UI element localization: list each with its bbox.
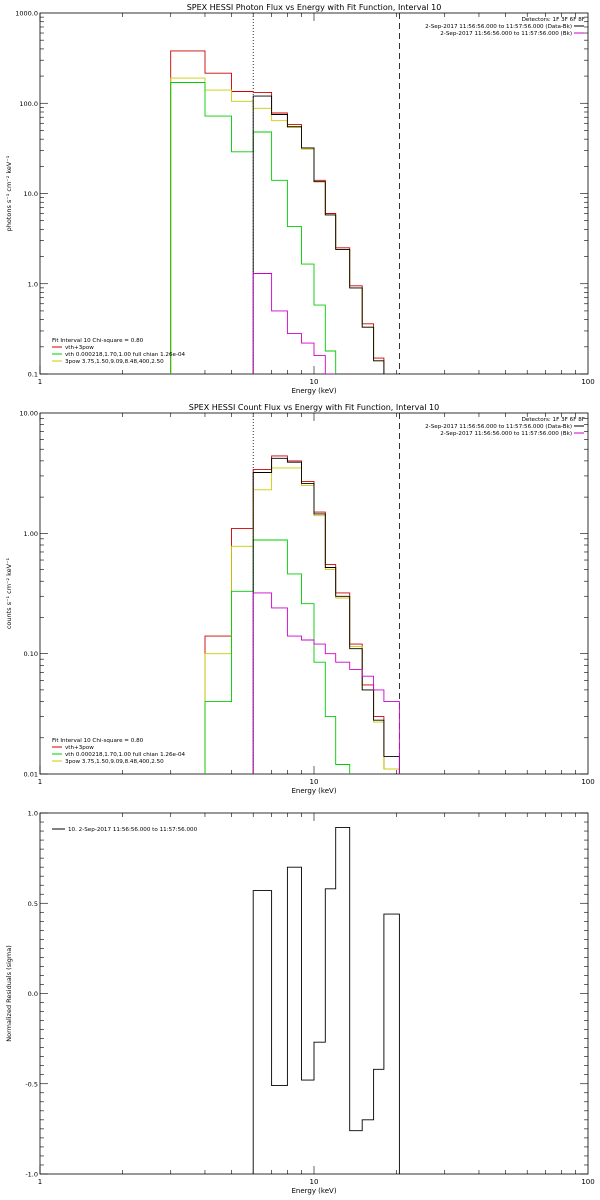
legend-label: vth+3pow bbox=[65, 345, 94, 351]
y-tick-label: 1.00 bbox=[24, 530, 38, 538]
y-tick-label: 0.10 bbox=[24, 650, 38, 658]
chart-panel-2: SPEX HESSI Count Flux vs Energy with Fit… bbox=[5, 403, 595, 795]
y-tick-label: 10.00 bbox=[19, 410, 38, 418]
legend-label: 2-Sep-2017 11:56:56.000 to 11:57:56.000 … bbox=[440, 31, 572, 37]
series-group bbox=[204, 455, 400, 774]
plot-frame bbox=[39, 812, 589, 1175]
y-axis: -1.0 -0.5 0.0 0.5 1.0 Normalized Residuals (s… bbox=[5, 810, 588, 1179]
y-axis: 0.1 1.0 10.0 100.0 1000.0 photons s⁻¹ cm⁻² ke… bbox=[5, 10, 588, 379]
x-axis: 1 10 100 Energy (keV) bbox=[38, 813, 595, 1195]
series-line-2 bbox=[252, 592, 400, 774]
series-line-2 bbox=[252, 273, 337, 374]
x-axis: 1 10 100 Energy (keV) bbox=[38, 413, 595, 795]
y-tick-label: 1.0 bbox=[28, 810, 38, 818]
legend-label: 3pow 3.75,1.50,9.09,8.48,400,2.50 bbox=[65, 359, 164, 365]
x-tick-label: 100 bbox=[581, 778, 594, 786]
y-tick-label: 0.0 bbox=[28, 990, 38, 998]
series-line-1 bbox=[252, 826, 400, 1174]
series-line-1 bbox=[252, 457, 400, 774]
chart-title: SPEX HESSI Photon Flux vs Energy with Fi… bbox=[187, 3, 442, 12]
series-line-5 bbox=[170, 77, 385, 374]
legend-label: vth+3pow bbox=[65, 745, 94, 751]
x-axis-label: Energy (keV) bbox=[291, 1187, 336, 1195]
chart-title: SPEX HESSI Count Flux vs Energy with Fit… bbox=[189, 403, 440, 412]
legend-header: Detectors: 1F 3F 6F 8F bbox=[522, 417, 585, 423]
x-axis-label: Energy (keV) bbox=[291, 387, 336, 395]
legend-header: Detectors: 1F 3F 6F 8F bbox=[522, 17, 585, 23]
x-tick-label: 1 bbox=[38, 378, 42, 386]
y-tick-label: 10.0 bbox=[24, 190, 38, 198]
x-tick-label: 1 bbox=[38, 778, 42, 786]
legend-label: 10. 2-Sep-2017 11:56:56.000 to 11:57:56.… bbox=[68, 827, 198, 833]
series-group bbox=[170, 50, 385, 374]
legend-label: vth 0.000218,1.70,1.00 full chian 1.26e-… bbox=[65, 752, 186, 758]
legend-header: Fit Interval 10 Chi-square = 0.80 bbox=[52, 338, 144, 344]
series-group bbox=[252, 826, 400, 1174]
y-tick-label: 0.1 bbox=[28, 371, 38, 379]
x-axis-label: Energy (keV) bbox=[291, 787, 336, 795]
series-line-5 bbox=[204, 467, 400, 774]
legend-top: Detectors: 1F 3F 6F 8F2-Sep-2017 11:56:5… bbox=[425, 17, 585, 37]
x-tick-label: 10 bbox=[310, 778, 319, 786]
series-line-4 bbox=[204, 539, 351, 774]
y-tick-label: -1.0 bbox=[25, 1171, 38, 1179]
legend: 10. 2-Sep-2017 11:56:56.000 to 11:57:56.… bbox=[52, 827, 198, 833]
legend-bottom: Fit Interval 10 Chi-square = 0.80vth+3po… bbox=[52, 738, 186, 765]
y-axis-label: Normalized Residuals (sigma) bbox=[5, 945, 13, 1042]
y-tick-label: -0.5 bbox=[25, 1080, 38, 1088]
y-axis-label: counts s⁻¹ cm⁻² keV⁻¹ bbox=[5, 557, 13, 629]
legend-label: 3pow 3.75,1.50,9.09,8.48,400,2.50 bbox=[65, 759, 164, 765]
chart-panel-3: 1 10 100 Energy (keV) -1.0 -0.5 0.0 0.5 1.0 Norma… bbox=[5, 810, 595, 1196]
legend-label: 2-Sep-2017 11:56:56.000 to 11:57:56.000 … bbox=[425, 24, 572, 30]
legend-top: Detectors: 1F 3F 6F 8F2-Sep-2017 11:56:5… bbox=[425, 417, 585, 437]
legend-header: Fit Interval 10 Chi-square = 0.80 bbox=[52, 738, 144, 744]
plot-frame bbox=[39, 412, 589, 775]
series-line-1 bbox=[252, 95, 385, 374]
x-tick-label: 10 bbox=[310, 1178, 319, 1186]
y-tick-label: 1000.0 bbox=[15, 10, 38, 18]
legend-label: vth 0.000218,1.70,1.00 full chian 1.26e-… bbox=[65, 352, 186, 358]
y-tick-label: 0.5 bbox=[28, 900, 38, 908]
y-tick-label: 100.0 bbox=[19, 100, 38, 108]
series-line-3 bbox=[204, 455, 400, 774]
legend-label: 2-Sep-2017 11:56:56.000 to 11:57:56.000 … bbox=[440, 431, 572, 437]
x-tick-label: 1 bbox=[38, 1178, 42, 1186]
x-tick-label: 10 bbox=[310, 378, 319, 386]
x-tick-label: 100 bbox=[581, 378, 594, 386]
y-tick-label: 1.0 bbox=[28, 280, 38, 288]
y-axis-label: photons s⁻¹ cm⁻² keV⁻¹ bbox=[5, 155, 13, 231]
x-tick-label: 100 bbox=[581, 1178, 594, 1186]
chart-panel-1: SPEX HESSI Photon Flux vs Energy with Fi… bbox=[5, 3, 595, 395]
legend-label: 2-Sep-2017 11:56:56.000 to 11:57:56.000 … bbox=[425, 424, 572, 430]
legend-bottom: Fit Interval 10 Chi-square = 0.80vth+3po… bbox=[52, 338, 186, 365]
series-line-4 bbox=[170, 82, 337, 374]
y-tick-label: 0.01 bbox=[24, 771, 38, 779]
y-axis: 0.01 0.10 1.00 10.00 counts s⁻¹ cm⁻² keV⁻¹ bbox=[5, 410, 588, 779]
plot-frame bbox=[39, 12, 589, 375]
